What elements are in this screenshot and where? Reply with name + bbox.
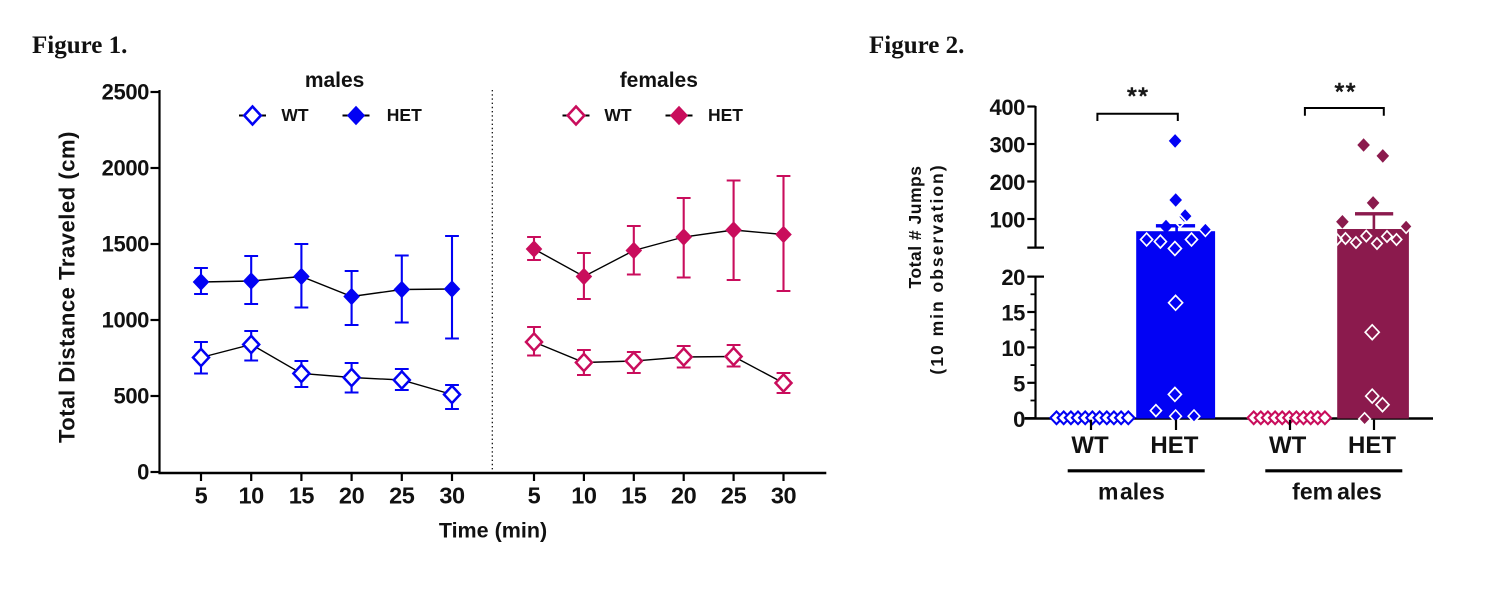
svg-text:10: 10 xyxy=(239,482,265,508)
svg-text:females: females xyxy=(620,69,698,92)
svg-text:20: 20 xyxy=(671,482,697,508)
svg-text:Figure 2.: Figure 2. xyxy=(869,32,964,59)
svg-text:15: 15 xyxy=(1001,301,1025,326)
svg-text:Total Distance Traveled (cm): Total Distance Traveled (cm) xyxy=(55,131,80,443)
svg-text:30: 30 xyxy=(439,482,465,508)
svg-text:20: 20 xyxy=(339,482,365,508)
svg-text:300: 300 xyxy=(989,133,1025,158)
svg-text:WT: WT xyxy=(604,105,632,125)
svg-text:Time (min): Time (min) xyxy=(439,519,547,543)
svg-text:20: 20 xyxy=(1001,265,1025,290)
svg-text:1500: 1500 xyxy=(102,231,150,256)
svg-text:5: 5 xyxy=(195,482,208,508)
svg-text:males: males xyxy=(1098,479,1165,505)
svg-text:400: 400 xyxy=(989,95,1025,120)
svg-text:500: 500 xyxy=(113,383,149,408)
svg-text:females: females xyxy=(1292,479,1382,505)
svg-text:WT: WT xyxy=(281,105,309,125)
svg-text:2000: 2000 xyxy=(102,155,150,180)
svg-text:5: 5 xyxy=(528,482,541,508)
svg-text:2500: 2500 xyxy=(102,79,150,104)
svg-text:0: 0 xyxy=(137,459,149,484)
svg-text:30: 30 xyxy=(771,482,797,508)
svg-text:males: males xyxy=(305,69,365,92)
svg-text:(10 min observation): (10 min observation) xyxy=(927,163,947,374)
svg-text:HET: HET xyxy=(1150,432,1198,459)
svg-text:WT: WT xyxy=(1269,432,1307,459)
svg-text:200: 200 xyxy=(989,170,1025,195)
svg-text:25: 25 xyxy=(389,482,415,508)
svg-text:10: 10 xyxy=(571,482,597,508)
svg-text:HET: HET xyxy=(387,105,422,125)
svg-text:Total # Jumps: Total # Jumps xyxy=(905,166,925,289)
svg-text:5: 5 xyxy=(1013,371,1025,396)
svg-text:15: 15 xyxy=(289,482,315,508)
svg-text:10: 10 xyxy=(1001,336,1025,361)
svg-text:100: 100 xyxy=(989,208,1025,233)
svg-text:0: 0 xyxy=(1013,407,1025,432)
svg-text:HET: HET xyxy=(708,105,743,125)
svg-text:1000: 1000 xyxy=(102,307,150,332)
svg-text:25: 25 xyxy=(721,482,747,508)
svg-text:Figure 1.: Figure 1. xyxy=(32,32,127,59)
svg-text:HET: HET xyxy=(1348,432,1396,459)
svg-text:WT: WT xyxy=(1071,432,1109,459)
svg-text:15: 15 xyxy=(621,482,647,508)
